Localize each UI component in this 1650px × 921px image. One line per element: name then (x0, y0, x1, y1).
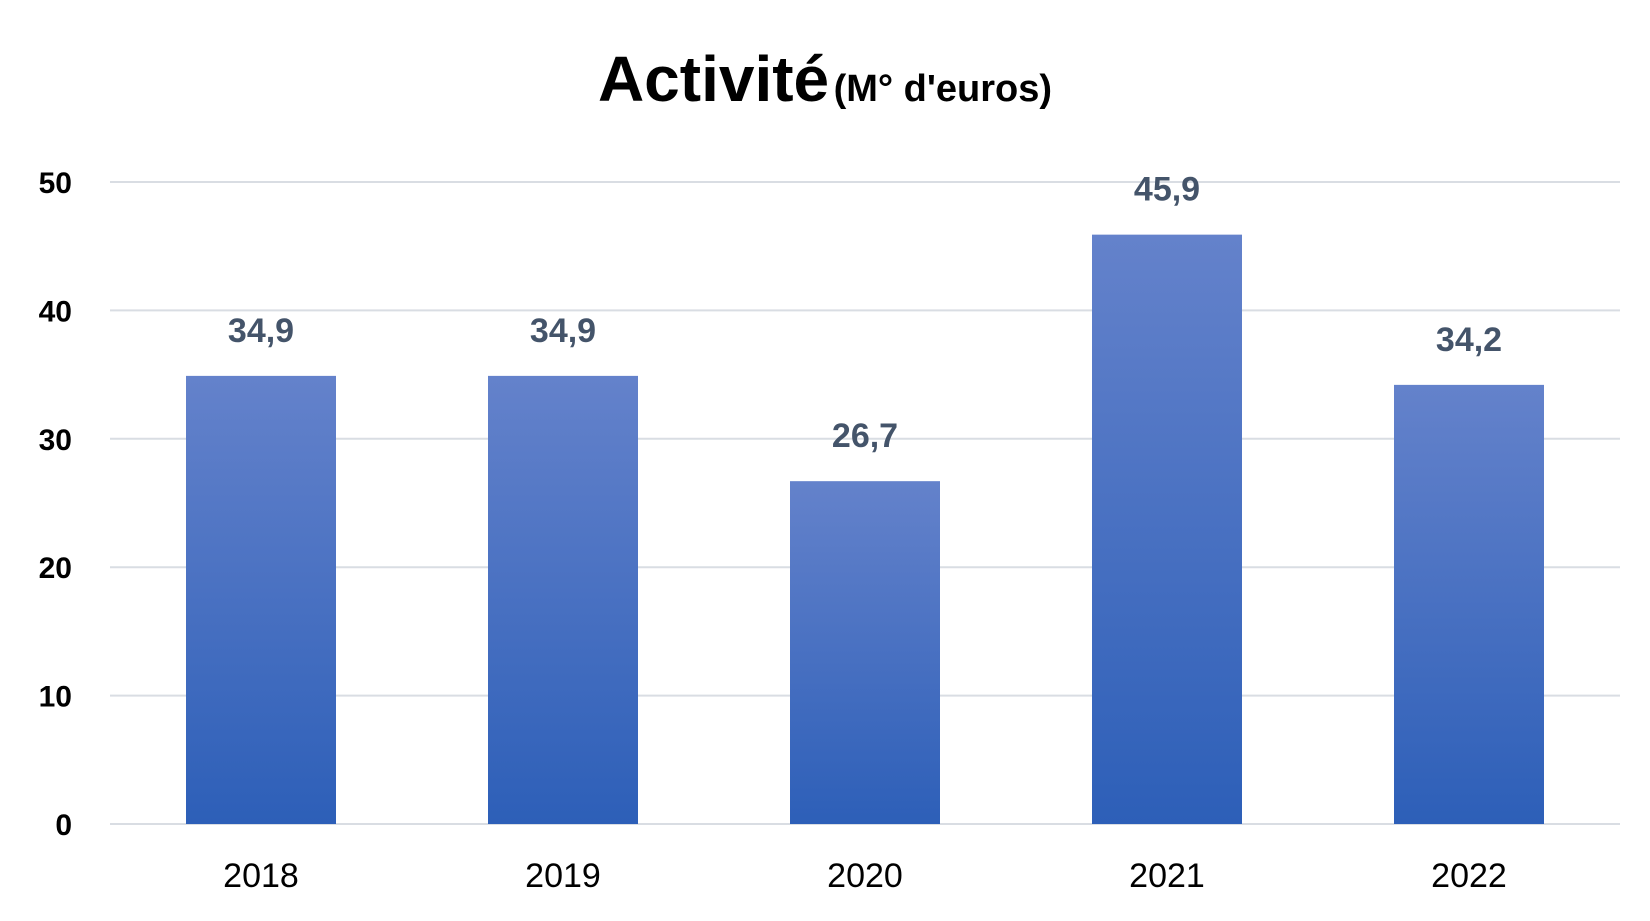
bar-2020 (790, 481, 940, 824)
data-labels: 34,9 34,9 26,7 45,9 34,2 (228, 171, 1502, 456)
x-tick-label: 2021 (1129, 857, 1205, 895)
chart-title-unit: (M° d'euros) (833, 68, 1053, 110)
y-axis-ticks: 0 10 20 30 40 50 (39, 167, 72, 842)
data-label: 34,2 (1436, 321, 1502, 359)
y-tick-label: 30 (39, 424, 72, 457)
chart-title: Activité (M° d'euros) (0, 42, 1650, 116)
data-label: 26,7 (832, 417, 898, 455)
y-tick-label: 20 (39, 552, 72, 585)
y-tick-label: 0 (55, 809, 72, 842)
data-label: 45,9 (1134, 171, 1200, 209)
chart-title-main: Activité (597, 43, 830, 115)
x-tick-label: 2018 (223, 857, 299, 895)
bar-2018 (186, 375, 336, 824)
y-tick-label: 40 (39, 295, 72, 328)
data-label: 34,9 (530, 312, 596, 350)
y-tick-label: 10 (39, 681, 72, 714)
bar-2021 (1092, 234, 1242, 825)
x-tick-label: 2019 (525, 857, 601, 895)
data-label: 34,9 (228, 312, 294, 350)
y-tick-label: 50 (39, 167, 72, 200)
x-axis-ticks: 2018 2019 2020 2021 2022 (223, 857, 1507, 895)
bar-2019 (488, 375, 638, 824)
x-tick-label: 2020 (827, 857, 903, 895)
bar-2022 (1394, 384, 1544, 824)
bars (186, 234, 1544, 825)
x-tick-label: 2022 (1431, 857, 1507, 895)
